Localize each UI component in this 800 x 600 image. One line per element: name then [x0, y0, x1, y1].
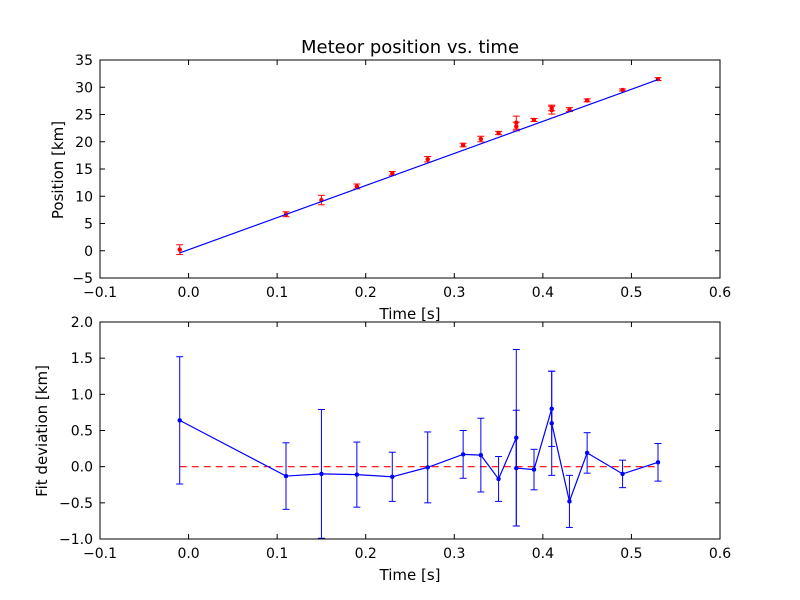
fit-line: [179, 79, 659, 254]
x-tick-label: 0.5: [620, 546, 642, 562]
y-tick-label: 25: [75, 108, 93, 124]
data-point: [478, 452, 484, 458]
data-point: [496, 476, 501, 482]
data-point: [283, 473, 289, 479]
data-point: [460, 452, 466, 457]
y-tick-label: 20: [75, 135, 93, 151]
data-point: [460, 142, 466, 148]
data-point: [425, 156, 430, 162]
x-tick-label: 0.0: [177, 285, 199, 301]
data-point: [514, 435, 519, 440]
x-axis-label: Time [s]: [379, 566, 441, 584]
x-tick-label: 0.0: [177, 546, 199, 562]
deviation-chart: Fit deviation [km] Time [s] −0.1 0.0 0.1 0.…: [33, 315, 731, 584]
data-point: [354, 472, 360, 477]
data-point: [177, 247, 182, 252]
data-point: [567, 499, 572, 504]
y-tick-label: 35: [75, 53, 93, 69]
x-tick-label: 0.6: [709, 546, 731, 562]
data-point: [549, 406, 554, 412]
data-point: [177, 418, 182, 423]
x-tick-label: 0.1: [266, 285, 288, 301]
data-point: [425, 465, 430, 470]
position-chart: Meteor position vs. time Position [km] T…: [49, 37, 731, 323]
data-point: [584, 98, 590, 103]
y-tick-label: −1.0: [59, 532, 93, 548]
data-point: [584, 450, 590, 456]
x-tick-label: 0.3: [443, 285, 465, 301]
data-point: [549, 421, 554, 426]
data-point: [319, 471, 324, 477]
chart-title: Meteor position vs. time: [301, 37, 519, 58]
y-tick-label: 0.5: [71, 424, 93, 440]
data-point: [531, 467, 537, 472]
x-tick-label: 0.1: [266, 546, 288, 562]
x-tick-label: 0.3: [443, 546, 465, 562]
y-tick-label: 1.5: [71, 351, 93, 367]
y-tick-label: 30: [75, 80, 93, 96]
y-tick-label: 15: [75, 162, 93, 178]
y-tick-label: 0: [84, 244, 93, 260]
data-point: [549, 107, 554, 113]
y-tick-label: −0.5: [59, 496, 93, 512]
plot-area: −0.1 0.0 0.1 0.2 0.3 0.4 0.5 0.6 −5 0 5 10 15 20 25 30 3…: [72, 53, 731, 301]
y-tick-label: 5: [84, 217, 93, 233]
data-point: [514, 120, 519, 125]
x-tick-label: 0.4: [532, 285, 554, 301]
y-tick-label: 0.0: [71, 460, 93, 476]
y-tick-label: 10: [75, 189, 93, 205]
data-point: [514, 465, 519, 471]
x-tick-label: −0.1: [83, 546, 117, 562]
data-point: [655, 460, 661, 465]
y-axis-label: Fit deviation [km]: [33, 365, 51, 497]
y-tick-label: 2.0: [71, 315, 93, 331]
plot-area: −0.1 0.0 0.1 0.2 0.3 0.4 0.5 0.6 −1.0 −0.5 0.0 0.5 1…: [59, 315, 731, 562]
data-point: [478, 136, 484, 142]
x-tick-label: 0.4: [532, 546, 554, 562]
x-tick-label: 0.5: [620, 285, 642, 301]
x-tick-label: 0.6: [709, 285, 731, 301]
x-tick-label: 0.2: [355, 285, 377, 301]
data-point: [514, 124, 519, 129]
y-tick-label: −5: [72, 271, 93, 287]
x-tick-label: −0.1: [83, 285, 117, 301]
data-point: [620, 471, 625, 477]
data-point: [390, 474, 395, 480]
data-point: [531, 117, 537, 123]
x-axis-label: Time [s]: [379, 305, 441, 323]
y-tick-label: 1.0: [71, 387, 93, 403]
series-line: [179, 408, 659, 504]
data-point: [496, 130, 501, 136]
x-tick-label: 0.2: [355, 546, 377, 562]
y-axis-label: Position [km]: [49, 121, 67, 219]
